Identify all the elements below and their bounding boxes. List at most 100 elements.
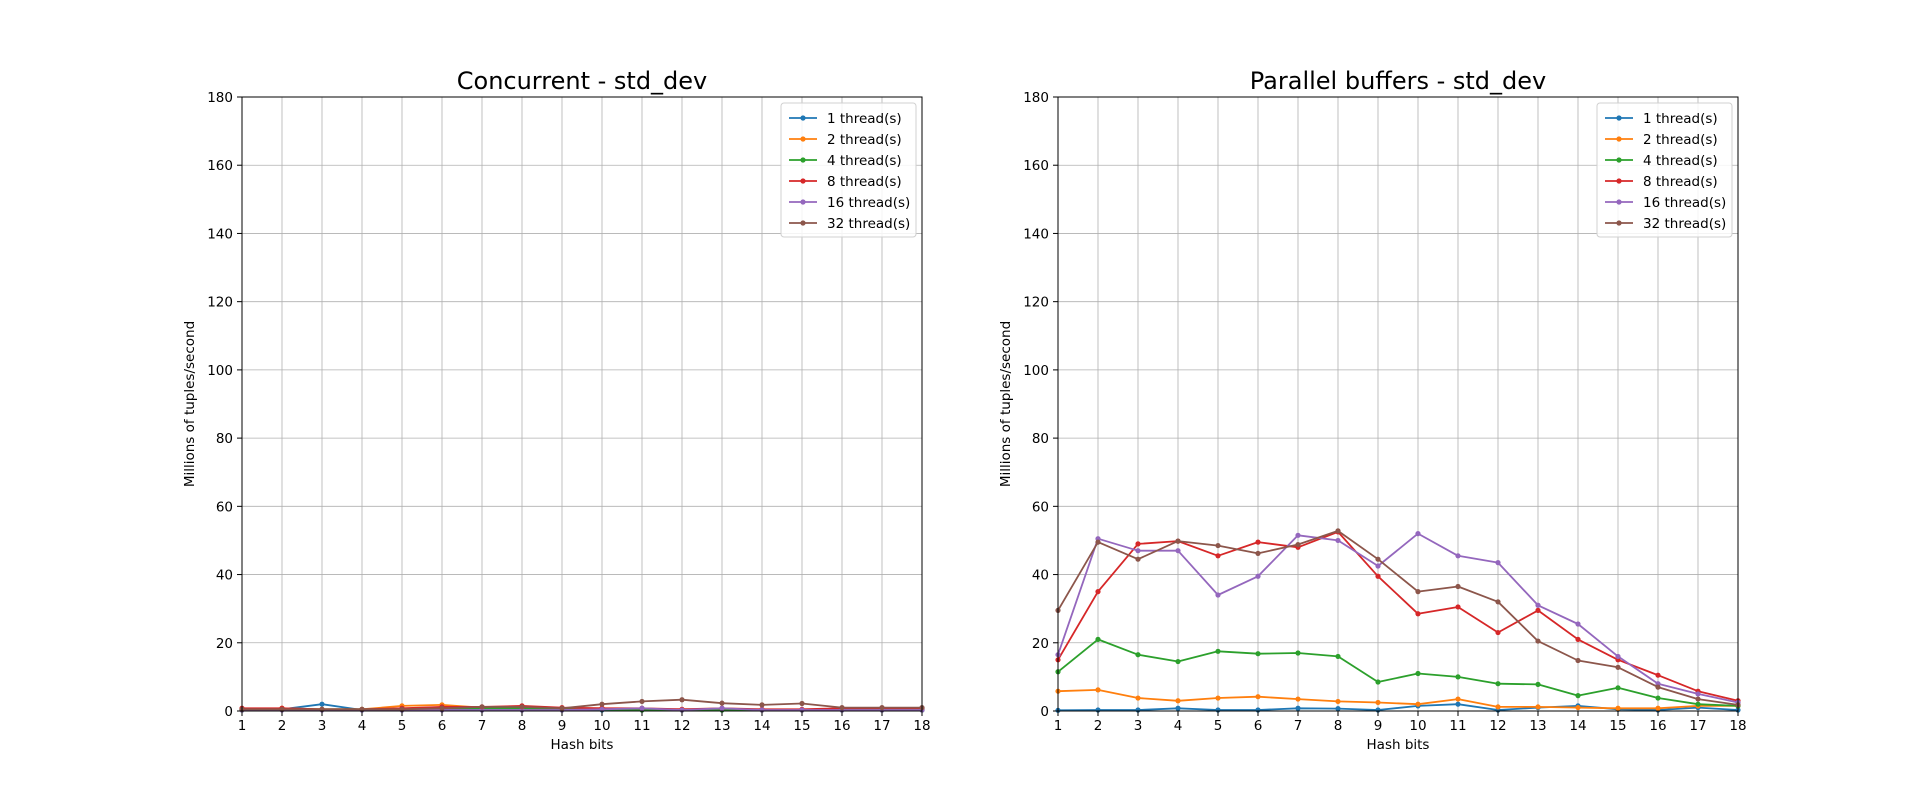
series-group [239, 697, 925, 713]
y-tick-label: 100 [1023, 363, 1049, 379]
data-point [1615, 705, 1621, 711]
data-point [1535, 681, 1541, 687]
y-tick-label: 80 [1032, 431, 1049, 447]
data-point [759, 702, 765, 708]
y-tick-label: 100 [207, 363, 233, 379]
data-point [1255, 550, 1261, 557]
data-point [1295, 696, 1301, 702]
legend-entry-label: 4 thread(s) [1643, 153, 1718, 169]
legend-swatch-marker [800, 136, 806, 142]
y-tick-label: 40 [1032, 568, 1049, 584]
y-tick-label: 20 [1032, 636, 1049, 652]
x-tick-label: 10 [593, 718, 610, 734]
data-point [1095, 636, 1101, 642]
x-tick-label: 13 [713, 718, 730, 734]
data-point [1575, 636, 1581, 642]
data-point [599, 701, 605, 707]
data-point [1135, 695, 1141, 701]
data-point [679, 697, 685, 703]
y-tick-label: 160 [1023, 158, 1049, 174]
data-point [1655, 672, 1661, 678]
data-point [1495, 681, 1501, 687]
legend-swatch-marker [800, 115, 806, 121]
data-point [1255, 651, 1261, 657]
x-tick-label: 5 [1214, 718, 1223, 734]
x-tick-label: 5 [398, 718, 407, 734]
x-tick-label: 13 [1529, 718, 1546, 734]
legend-swatch-marker [1616, 115, 1622, 121]
x-tick-label: 6 [1254, 718, 1263, 734]
data-point [639, 705, 645, 711]
data-point [1255, 539, 1261, 545]
legend-swatch-marker [800, 220, 806, 226]
data-point [1415, 531, 1421, 537]
legend-entry-label: 16 thread(s) [827, 195, 910, 211]
y-tick-label: 0 [224, 704, 233, 720]
data-point [1615, 685, 1621, 691]
data-point [1175, 548, 1181, 554]
y-axis-label: Millions of tuples/second [182, 321, 198, 487]
x-tick-label: 12 [1489, 718, 1506, 734]
parallel-buffers-chart-panel: 1 2 3 4 5 6 7 8 9 10 11 12 13 14 15 16 17 180204060801001… [998, 67, 1747, 753]
x-tick-label: 17 [1689, 718, 1706, 734]
data-point [799, 700, 805, 707]
data-point [1335, 698, 1341, 705]
data-point [1135, 556, 1141, 562]
series-line-5 [1057, 532, 1739, 704]
data-point [1695, 691, 1701, 697]
data-point [1215, 648, 1221, 654]
legend-swatch-marker [800, 157, 806, 163]
data-point [1375, 699, 1381, 706]
data-point [1495, 704, 1501, 710]
legend-swatch-marker [1616, 157, 1622, 163]
data-point [1135, 548, 1141, 554]
data-point [1255, 573, 1261, 579]
data-point [1335, 653, 1341, 660]
data-point [479, 704, 485, 710]
data-point [1175, 698, 1181, 704]
x-axis-label: Hash bits [551, 737, 614, 753]
legend-swatch-marker [1616, 199, 1622, 205]
data-point [1135, 541, 1141, 547]
x-tick-label: 18 [913, 718, 930, 734]
data-point [1575, 621, 1581, 627]
legend-swatch-marker [1616, 136, 1622, 142]
data-point [1375, 556, 1381, 562]
data-point [1495, 629, 1501, 636]
x-tick-label: 12 [673, 718, 690, 734]
data-point [1375, 679, 1381, 685]
legend-swatch-marker [800, 199, 806, 205]
y-tick-label: 120 [207, 295, 233, 311]
data-point [1695, 701, 1701, 707]
data-point [1655, 705, 1661, 711]
y-tick-label: 160 [207, 158, 233, 174]
x-tick-label: 17 [873, 718, 890, 734]
data-point [879, 704, 885, 711]
data-point [1575, 657, 1581, 664]
data-point [1175, 538, 1181, 544]
data-point [1535, 638, 1541, 644]
y-tick-label: 80 [216, 431, 233, 447]
x-tick-label: 8 [1334, 718, 1343, 734]
x-tick-label: 16 [833, 718, 850, 734]
x-tick-label: 18 [1729, 718, 1746, 734]
series-line-6 [242, 698, 922, 711]
data-point [1215, 592, 1221, 598]
data-point [839, 704, 845, 711]
data-point [1415, 670, 1421, 677]
data-point [519, 704, 525, 710]
data-point [1695, 696, 1701, 702]
x-tick-label: 10 [1409, 718, 1426, 734]
legend-entry-label: 16 thread(s) [1643, 195, 1726, 211]
data-point [439, 705, 445, 711]
data-point [1615, 653, 1621, 660]
series-line-6 [1057, 530, 1739, 706]
x-axis-label: Hash bits [1367, 737, 1430, 753]
data-point [1095, 687, 1101, 693]
y-tick-label: 120 [1023, 295, 1049, 311]
data-point [559, 705, 565, 711]
series-line-1 [1057, 703, 1739, 712]
data-point [1655, 684, 1661, 690]
data-point [719, 700, 725, 706]
legend-swatch-marker [1616, 220, 1622, 226]
